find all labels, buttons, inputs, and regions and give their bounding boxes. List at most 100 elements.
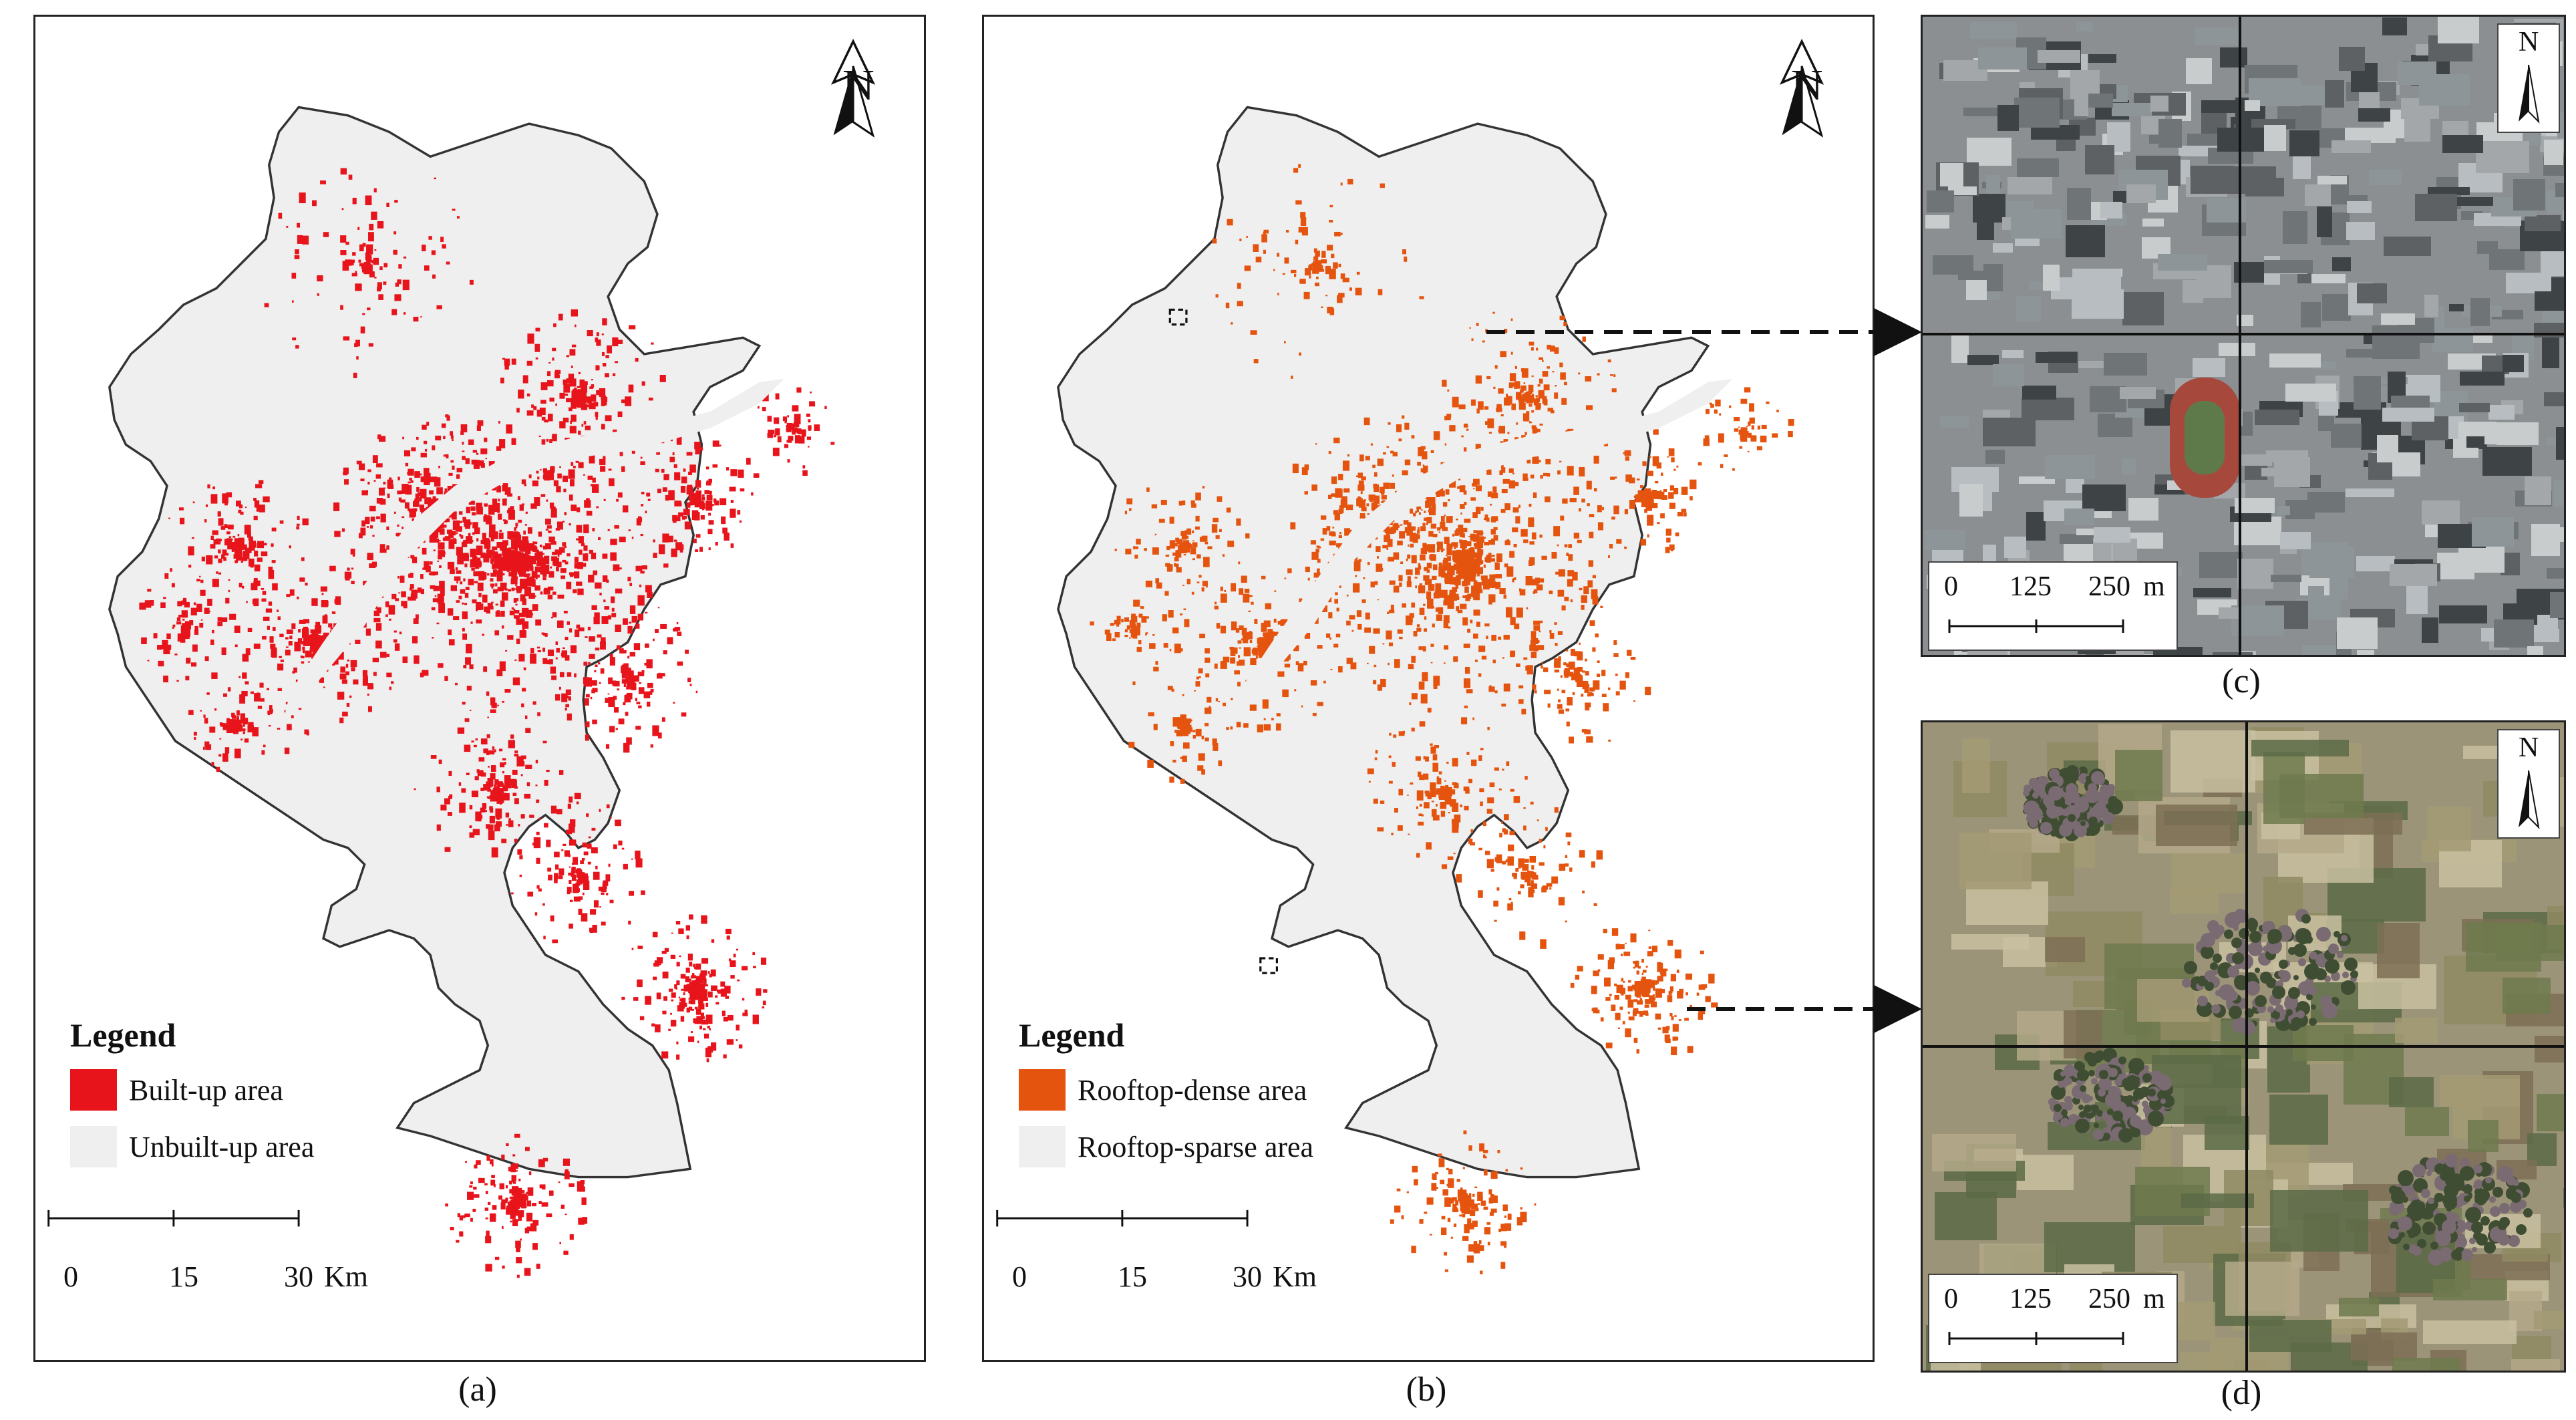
urban-patch [1282,689,1289,698]
urban-patch [1625,994,1631,1000]
urban-patch [291,623,296,629]
urban-patch [1177,545,1184,553]
urban-patch [1393,734,1397,738]
urban-patch [1464,519,1471,523]
urban-patch [1550,410,1555,414]
urban-patch [631,450,635,454]
urban-patch [1295,661,1299,666]
urban-patch [1386,531,1390,535]
urban-patch [456,570,462,574]
urban-patch [701,494,705,497]
urban-patch [703,978,707,984]
urban-patch [1639,492,1644,497]
urban-patch [699,547,703,552]
urban-patch [1519,395,1522,398]
urban-patch [1621,954,1623,957]
urban-patch [556,809,562,815]
urban-patch [566,355,569,358]
urban-patch [419,496,422,502]
urban-patch [518,566,526,577]
urban-patch [462,553,469,561]
urban-patch [1176,567,1182,573]
urban-patch [562,475,569,482]
urban-patch [635,675,639,682]
urban-patch [447,608,454,616]
urban-patch [1380,800,1385,804]
legend-title-a: Legend [70,1016,176,1054]
urban-patch [583,392,587,396]
urban-patch [566,398,572,402]
urban-patch [333,502,340,511]
urban-patch [1381,495,1387,500]
urban-patch [1490,558,1495,562]
urban-patch [1607,960,1615,970]
urban-patch [1543,384,1550,391]
urban-patch [1183,608,1186,610]
urban-patch [693,1018,697,1024]
urban-patch [463,540,468,543]
urban-patch [501,793,506,800]
urban-patch [1407,522,1412,529]
urban-patch [688,471,692,476]
urban-patch [444,676,448,681]
urban-patch [524,793,531,799]
urban-patch [424,509,427,511]
urban-patch [565,655,570,661]
urban-patch [234,644,238,648]
urban-patch [1594,488,1597,492]
urban-patch [1504,503,1510,511]
urban-patch [1191,503,1196,508]
urban-patch [432,598,439,603]
urban-patch [315,621,321,628]
urban-patch [225,597,230,604]
urban-patch [345,241,349,245]
urban-patch [1483,537,1486,539]
urban-patch [525,728,531,733]
urban-patch [358,533,363,539]
urban-patch [1438,795,1442,799]
urban-patch [1204,541,1209,545]
urban-patch [420,476,425,482]
urban-patch [1633,1037,1638,1043]
urban-patch [1698,1012,1704,1020]
urban-patch [1484,514,1488,519]
urban-patch [233,543,237,545]
urban-patch [1202,581,1208,587]
urban-patch [1468,536,1471,537]
urban-patch [437,560,440,562]
urban-patch [1668,492,1674,499]
urban-patch [369,223,374,231]
urban-patch [163,647,170,655]
urban-patch [502,625,504,629]
urban-patch [534,541,538,545]
urban-patch [1469,327,1471,329]
urban-patch [1689,1004,1693,1009]
urban-patch [701,915,707,924]
urban-patch [581,543,585,547]
urban-patch [1226,507,1231,513]
urban-patch [1335,592,1338,595]
urban-patch [180,517,185,525]
urban-patch [574,793,581,800]
urban-patch [351,581,355,585]
urban-patch [1470,533,1475,541]
urban-patch [1657,976,1663,982]
urban-patch [629,652,635,657]
urban-patch [1215,601,1217,605]
urban-patch [179,507,184,511]
urban-patch [474,1194,480,1198]
urban-patch [701,992,704,995]
urban-patch [591,605,597,610]
urban-patch [510,550,516,558]
urban-patch [365,628,371,636]
urban-patch [503,566,506,568]
urban-patch [569,426,577,434]
urban-patch [220,526,226,530]
urban-patch [490,1213,496,1222]
urban-patch [633,643,641,651]
urban-patch [1422,464,1425,466]
urban-patch [514,527,516,531]
urban-patch [546,660,549,665]
urban-patch [530,1223,537,1232]
urban-patch [256,507,263,512]
